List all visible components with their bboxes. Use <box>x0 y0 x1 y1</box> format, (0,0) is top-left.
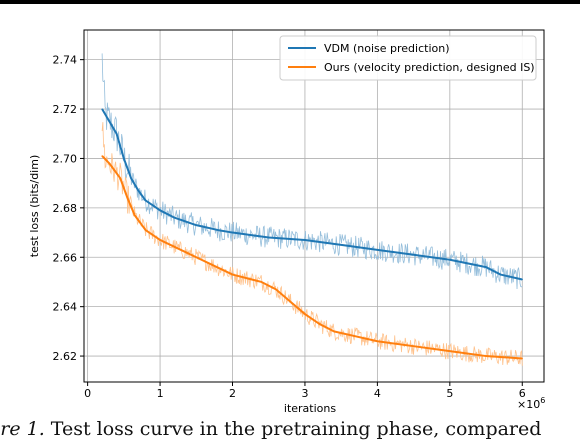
data-point-1 <box>231 273 234 276</box>
data-point-1 <box>195 256 197 258</box>
data-point-1 <box>485 355 487 357</box>
plot-frame <box>83 29 545 383</box>
data-point-0 <box>123 157 125 160</box>
data-point-1 <box>333 330 335 332</box>
y-axis-ticks: 2.62 2.64 2.66 2.68 2.70 2.72 2.74 <box>53 54 84 363</box>
y-tick-label: 2.62 <box>53 350 78 363</box>
legend-label-vdm: VDM (noise prediction) <box>324 42 450 55</box>
data-point-0 <box>449 259 451 261</box>
x-tick-label: 3 <box>301 387 308 400</box>
data-point-0 <box>173 217 176 219</box>
series-line-0 <box>101 108 523 281</box>
data-point-0 <box>499 273 502 276</box>
y-tick-label: 2.72 <box>53 103 78 116</box>
y-tick-label: 2.64 <box>53 301 78 314</box>
x-tick-label: 4 <box>374 387 381 400</box>
data-point-1 <box>318 323 321 325</box>
raw-curve-0 <box>101 53 523 289</box>
legend-box <box>279 35 537 81</box>
data-point-0 <box>217 229 219 231</box>
data-point-1 <box>134 214 136 216</box>
raw-curve-1 <box>101 122 523 366</box>
top-rule <box>0 0 580 4</box>
data-point-1 <box>413 345 415 347</box>
data-point-0 <box>144 199 147 202</box>
figure-caption: ure 1. Test loss curve in the pretrainin… <box>0 418 580 446</box>
data-point-0 <box>413 254 415 256</box>
data-point-0 <box>304 239 306 241</box>
y-tick-label: 2.68 <box>53 202 78 215</box>
x-tick-label: 0 <box>84 387 91 400</box>
y-tick-label: 2.74 <box>53 54 78 67</box>
data-point-0 <box>159 209 161 211</box>
caption-text: Test loss curve in the pretraining phase… <box>44 418 542 440</box>
data-point-0 <box>485 266 487 268</box>
data-point-1 <box>126 197 129 199</box>
data-point-1 <box>304 313 306 315</box>
legend-label-ours: Ours (velocity prediction, designed IS) <box>324 61 535 74</box>
data-point-1 <box>449 350 451 352</box>
data-point-1 <box>260 281 263 283</box>
x-tick-label: 1 <box>157 387 164 400</box>
caption-label: ure 1. <box>0 418 45 440</box>
data-point-1 <box>521 357 523 360</box>
data-point-0 <box>115 133 118 135</box>
y-tick-label: 2.66 <box>53 251 78 264</box>
raw-curves <box>101 53 523 366</box>
smoothed-curves <box>101 108 523 360</box>
data-point-0 <box>340 244 342 246</box>
data-point-1 <box>275 288 277 290</box>
data-point-1 <box>376 340 378 342</box>
data-point-0 <box>137 189 139 192</box>
x-tick-label: 5 <box>446 387 453 400</box>
x-tick-label: 2 <box>229 387 236 400</box>
x-axis-ticks: 0 1 2 3 4 5 6 <box>84 382 526 400</box>
data-point-1 <box>289 301 292 303</box>
data-point-0 <box>231 231 234 234</box>
data-point-0 <box>268 236 270 239</box>
data-point-1 <box>355 335 357 337</box>
data-point-0 <box>108 120 110 122</box>
data-point-0 <box>521 278 523 281</box>
data-point-0 <box>195 224 197 226</box>
data-point-1 <box>101 155 103 157</box>
legend: VDM (noise prediction) Ours (velocity pr… <box>279 35 537 81</box>
data-point-0 <box>376 249 378 251</box>
data-point-1 <box>119 177 121 179</box>
x-axis-multiplier: ×106 <box>517 396 545 411</box>
x-axis-label: iterations <box>284 402 336 415</box>
data-point-1 <box>108 162 110 164</box>
data-point-1 <box>144 229 147 231</box>
data-point-0 <box>101 108 103 110</box>
y-axis-label: test loss (bits/dim) <box>28 155 41 258</box>
data-point-0 <box>130 177 132 179</box>
y-tick-label: 2.70 <box>53 152 78 165</box>
x-tick-label: 6 <box>519 387 526 400</box>
data-point-1 <box>159 239 161 241</box>
